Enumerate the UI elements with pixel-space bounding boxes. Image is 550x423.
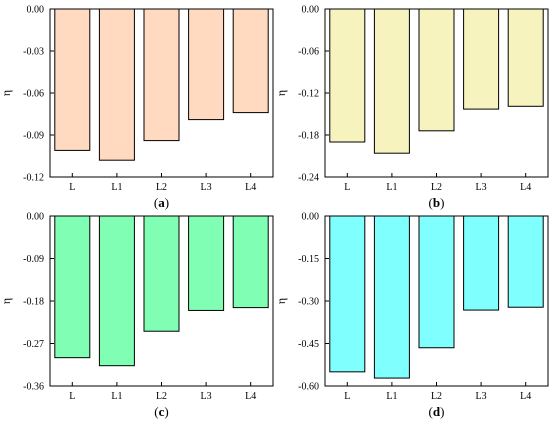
bar-L xyxy=(329,8,366,143)
bar-L4 xyxy=(507,215,544,308)
y-tick-label: -0.15 xyxy=(298,254,319,265)
y-tick-label: -0.09 xyxy=(23,131,44,142)
x-tick-label: L3 xyxy=(201,182,212,193)
bar-L3 xyxy=(463,215,500,311)
x-tick-label: L1 xyxy=(111,182,122,193)
y-tick-label: -0.12 xyxy=(298,89,319,100)
y-tick-label: -0.30 xyxy=(298,297,319,308)
x-tick-label: L3 xyxy=(476,182,487,193)
x-tick-label: L1 xyxy=(111,391,122,402)
y-tick-label: -0.45 xyxy=(298,339,319,350)
y-tick-label: -0.12 xyxy=(23,173,44,184)
bar-L2 xyxy=(143,215,180,332)
y-axis-label: η xyxy=(0,90,13,96)
bar-L3 xyxy=(188,215,225,311)
x-tick-label: L2 xyxy=(156,182,167,193)
bar-L xyxy=(54,215,91,359)
y-axis-label: η xyxy=(274,90,288,96)
y-tick-label: -0.03 xyxy=(23,47,44,58)
panel-label-close: ) xyxy=(440,404,444,419)
y-tick-label: -0.24 xyxy=(298,173,319,184)
y-tick-label: -0.18 xyxy=(298,131,319,142)
x-tick-label: L2 xyxy=(431,391,442,402)
panel-label-letter: d xyxy=(433,404,441,419)
x-tick-label: L4 xyxy=(245,391,256,402)
x-tick-label: L3 xyxy=(476,391,487,402)
x-tick-label: L2 xyxy=(431,182,442,193)
y-tick-label: -0.18 xyxy=(23,297,44,308)
bar-L4 xyxy=(507,8,544,107)
panel-label-open: ( xyxy=(154,195,158,210)
x-tick-label: L xyxy=(69,391,75,402)
panel-label: (a) xyxy=(154,195,169,210)
x-tick-label: L1 xyxy=(386,182,397,193)
panel-b: 0.00 -0.06 -0.12 -0.18 -0.24 L L1 L2 L3 L4 η (b) xyxy=(274,5,549,210)
y-axis-label: η xyxy=(0,298,13,304)
x-tick-label: L4 xyxy=(520,391,531,402)
bar-L1 xyxy=(373,215,410,379)
x-tick-label: L1 xyxy=(386,391,397,402)
x-tick-label: L2 xyxy=(156,391,167,402)
y-tick-label: -0.60 xyxy=(298,382,319,393)
panel-label-letter: a xyxy=(158,195,165,210)
x-tick-label: L xyxy=(344,391,350,402)
bar-L4 xyxy=(232,8,269,114)
panel-label-open: ( xyxy=(429,404,433,419)
panel-label-letter: b xyxy=(433,195,440,210)
panel-label-open: ( xyxy=(429,195,433,210)
x-tick-label: L3 xyxy=(201,391,212,402)
bar-L1 xyxy=(98,215,135,367)
panel-label-open: ( xyxy=(154,404,158,419)
bar-L xyxy=(54,8,91,151)
y-tick-label: 0.00 xyxy=(27,212,45,223)
y-tick-label: -0.06 xyxy=(23,89,44,100)
bar-L2 xyxy=(418,8,455,132)
panel-label-close: ) xyxy=(440,195,444,210)
x-tick-label: L xyxy=(344,182,350,193)
y-tick-label: 0.00 xyxy=(27,5,45,16)
y-tick-label: -0.36 xyxy=(23,382,44,393)
bar-L3 xyxy=(188,8,225,121)
panel-label-close: ) xyxy=(165,195,169,210)
bar-L1 xyxy=(373,8,410,154)
y-tick-label: 0.00 xyxy=(302,212,320,223)
panel-label-letter: c xyxy=(159,404,165,419)
y-tick-label: -0.09 xyxy=(23,254,44,265)
y-axis-label: η xyxy=(274,298,288,304)
y-tick-label: 0.00 xyxy=(302,5,320,16)
panel-a: 0.00 -0.03 -0.06 -0.09 -0.12 L L1 L2 L3 L4 η (a) xyxy=(0,5,274,210)
bar-L4 xyxy=(232,215,269,309)
bar-L xyxy=(329,215,366,373)
y-tick-label: -0.27 xyxy=(23,339,44,350)
panel-label-close: ) xyxy=(164,404,168,419)
bar-L3 xyxy=(463,8,500,110)
panel-label: (b) xyxy=(429,195,445,210)
bar-L2 xyxy=(143,8,180,142)
panel-d: 0.00 -0.15 -0.30 -0.45 -0.60 L L1 L2 L3 L4 η (d) xyxy=(274,212,549,419)
y-tick-label: -0.06 xyxy=(298,47,319,58)
panel-label: (d) xyxy=(429,404,445,419)
x-tick-label: L4 xyxy=(520,182,531,193)
x-tick-label: L xyxy=(69,182,75,193)
x-tick-label: L4 xyxy=(245,182,256,193)
panel-label: (c) xyxy=(154,404,168,419)
bar-L1 xyxy=(98,8,135,161)
bar-L2 xyxy=(418,215,455,349)
panel-c: 0.00 -0.09 -0.18 -0.27 -0.36 L L1 L2 L3 L4 η (c) xyxy=(0,212,274,419)
